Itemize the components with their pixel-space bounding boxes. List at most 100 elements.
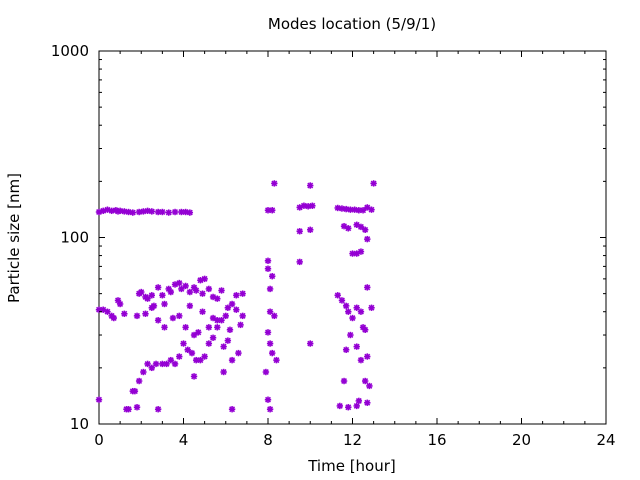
data-point bbox=[340, 222, 348, 230]
x-axis: 0 4 8 12 16 20 24 bbox=[94, 51, 616, 449]
data-point bbox=[131, 387, 139, 395]
data-point bbox=[218, 317, 225, 324]
data-point bbox=[361, 226, 369, 233]
data-point bbox=[205, 324, 213, 331]
data-point bbox=[307, 340, 314, 347]
data-point bbox=[266, 340, 274, 347]
data-point bbox=[353, 304, 360, 311]
data-point bbox=[239, 290, 246, 297]
data-point bbox=[233, 306, 240, 313]
data-point bbox=[144, 207, 151, 215]
data-point bbox=[154, 284, 162, 291]
data-point bbox=[364, 399, 371, 406]
data-point bbox=[123, 406, 130, 413]
data-point bbox=[161, 300, 168, 308]
data-point bbox=[176, 353, 183, 360]
data-point bbox=[144, 360, 151, 368]
x-tick-label: 24 bbox=[596, 431, 615, 449]
data-point bbox=[169, 314, 177, 322]
data-point bbox=[180, 340, 187, 347]
data-point bbox=[269, 207, 276, 214]
data-point bbox=[205, 340, 213, 347]
y-axis: 10 100 1000 bbox=[51, 42, 606, 433]
data-point bbox=[116, 300, 124, 308]
data-point bbox=[222, 312, 229, 320]
data-point bbox=[347, 331, 354, 339]
data-point bbox=[121, 208, 128, 215]
data-point bbox=[159, 292, 166, 299]
data-point bbox=[108, 207, 115, 215]
data-point bbox=[148, 304, 156, 311]
data-point bbox=[205, 285, 213, 293]
data-point bbox=[226, 326, 234, 333]
data-point bbox=[273, 356, 280, 364]
data-point bbox=[190, 373, 198, 380]
data-point bbox=[190, 331, 198, 339]
y-axis-title: Particle size [nm] bbox=[5, 173, 23, 303]
data-point bbox=[364, 235, 371, 243]
data-point bbox=[209, 293, 217, 301]
data-point bbox=[171, 360, 179, 368]
data-points bbox=[95, 180, 377, 413]
x-tick-label: 8 bbox=[263, 431, 273, 449]
y-tick-label: 1000 bbox=[51, 42, 89, 60]
data-point bbox=[154, 317, 162, 324]
data-point bbox=[300, 202, 308, 209]
data-point bbox=[368, 206, 375, 213]
data-point bbox=[307, 226, 314, 233]
data-point bbox=[195, 329, 202, 336]
data-point bbox=[201, 353, 208, 360]
x-tick-label: 20 bbox=[512, 431, 531, 449]
data-point bbox=[361, 326, 369, 333]
data-point bbox=[336, 402, 344, 410]
data-point bbox=[239, 312, 246, 320]
data-point bbox=[264, 257, 272, 265]
data-point bbox=[121, 310, 128, 317]
data-point bbox=[201, 275, 208, 283]
x-tick-label: 0 bbox=[94, 431, 104, 449]
plot-area bbox=[98, 50, 607, 425]
data-point bbox=[266, 285, 274, 293]
data-point bbox=[182, 282, 189, 290]
data-point bbox=[161, 324, 168, 331]
data-point bbox=[338, 297, 346, 304]
data-point bbox=[269, 349, 276, 357]
data-point bbox=[148, 364, 156, 372]
plot-frame bbox=[98, 50, 607, 425]
data-point bbox=[228, 300, 236, 308]
data-point bbox=[104, 206, 111, 213]
data-point bbox=[345, 225, 352, 232]
data-point bbox=[359, 207, 367, 214]
data-point bbox=[361, 377, 369, 385]
data-point bbox=[140, 368, 147, 376]
data-point bbox=[135, 208, 143, 216]
data-point bbox=[152, 360, 160, 368]
data-point bbox=[364, 284, 371, 291]
chart-title: Modes location (5/9/1) bbox=[268, 15, 436, 33]
data-point bbox=[228, 406, 236, 413]
data-point bbox=[218, 287, 225, 294]
data-point bbox=[342, 302, 350, 310]
data-point bbox=[307, 182, 314, 189]
data-point bbox=[125, 208, 132, 216]
data-point bbox=[142, 310, 149, 317]
data-point bbox=[95, 396, 103, 403]
data-point bbox=[214, 295, 221, 302]
data-point bbox=[264, 396, 272, 403]
data-point bbox=[104, 308, 111, 315]
data-point bbox=[148, 292, 156, 299]
data-point bbox=[296, 258, 303, 266]
data-point bbox=[266, 406, 274, 413]
data-point bbox=[129, 209, 136, 216]
data-point bbox=[357, 248, 365, 255]
y-tick-label: 10 bbox=[70, 415, 89, 433]
data-point bbox=[188, 349, 196, 357]
data-point bbox=[357, 308, 365, 315]
data-point bbox=[110, 314, 117, 322]
data-point bbox=[366, 382, 373, 390]
data-point bbox=[224, 337, 232, 344]
data-point bbox=[342, 346, 350, 353]
x-axis-title: Time [hour] bbox=[307, 457, 396, 475]
data-point bbox=[345, 404, 352, 411]
